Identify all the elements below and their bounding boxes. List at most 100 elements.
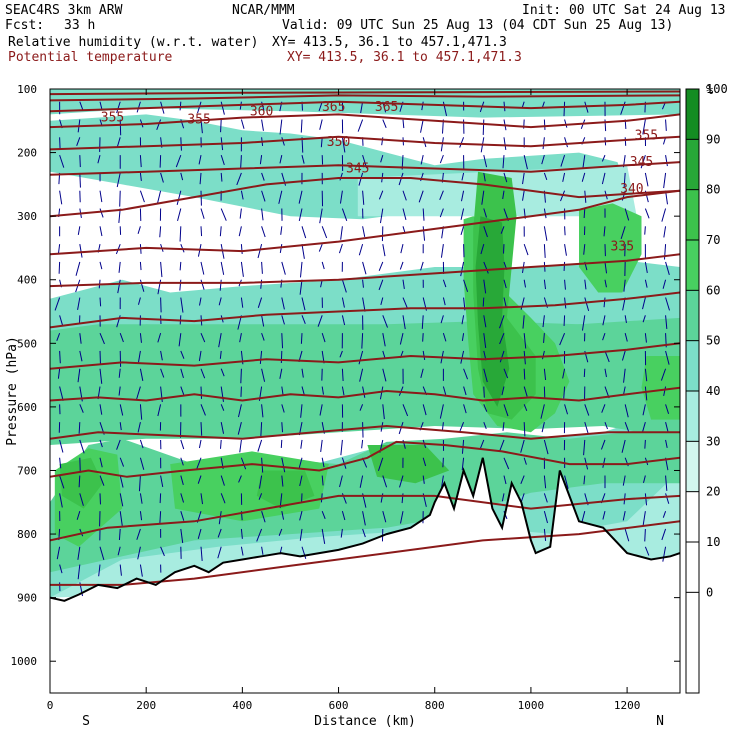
wind-arrow-713 [621,350,626,361]
wind-arrow-437 [379,386,384,400]
wind-arrow-722 [622,511,626,521]
wind-arrow-476 [422,208,425,221]
wind-arrow-383 [341,315,346,326]
wind-arrow-43 [77,368,81,383]
wind-arrow-211 [197,475,202,484]
wind-arrow-305 [281,297,285,310]
wind-arrow-14 [59,350,61,364]
terrain-line [50,457,680,602]
x-tick-label-1200: 1200 [614,699,641,712]
wind-arrow-275 [261,226,266,238]
wind-arrow-158 [160,475,164,488]
wind-arrow-572 [503,368,509,379]
wind-arrow-171 [179,226,182,242]
wind-arrow-212 [200,493,204,505]
center-name: NCAR/MMM [232,3,295,18]
wind-arrow-601 [523,457,527,465]
rh-region-6 [256,470,315,509]
wind-arrow-447 [402,119,405,129]
wind-arrow-274 [261,208,264,221]
wind-arrow-282 [259,350,263,364]
wind-arrow-253 [240,297,244,308]
wind-arrow-209 [198,439,202,449]
wind-arrow-281 [261,332,265,341]
wind-arrow-359 [321,332,326,343]
wind-arrow-234 [220,422,225,434]
rh-region-17 [641,356,680,420]
wind-arrow-412 [362,386,366,398]
wind-arrow-674 [581,511,586,523]
wind-arrow-743 [644,439,646,449]
wind-arrow-42 [79,350,83,362]
wind-arrow-376 [339,190,343,204]
wind-arrow-444 [382,511,387,523]
wind-arrow-560 [502,155,505,169]
wind-arrow-141 [160,172,164,183]
wind-arrow-208 [200,422,203,436]
wind-arrow-390 [340,439,343,456]
wind-arrow-373 [341,137,346,153]
wind-arrow-591 [523,279,527,288]
wind-arrow-110 [136,101,141,113]
theta-contour-335 [50,189,680,256]
wind-arrow-71 [99,368,103,384]
colorbar-label-9: 90 [706,132,720,146]
wind-arrow-435 [382,350,386,359]
wind-arrow-511 [439,404,444,419]
wind-arrow-404 [358,243,364,256]
wind-arrow-142 [157,190,162,204]
wind-arrow-617 [543,333,545,344]
colorbar-swatch-1 [686,592,699,643]
wind-arrow-413 [359,404,364,411]
wind-arrow-742 [641,422,646,433]
wind-arrow-528 [461,315,465,325]
wind-arrow-186 [180,493,185,503]
wind-arrow-631 [564,137,568,148]
wind-arrow-231 [220,368,225,377]
wind-arrow-13 [56,332,61,341]
plot-frame [49,88,681,694]
wind-arrow-243 [240,119,245,129]
wind-arrow-686 [603,297,606,308]
wind-arrow-293 [261,546,264,555]
wind-arrow-646 [564,404,569,415]
colorbar-swatch-0 [686,642,699,693]
wind-arrow-640 [564,297,567,309]
wind-arrow-405 [362,261,367,275]
wind-arrow-257 [240,368,242,384]
wind-arrow-731 [644,226,646,235]
wind-arrow-75 [99,439,103,448]
wind-arrow-168 [180,172,184,181]
wind-arrow-765 [660,368,667,381]
wind-arrow-499 [439,190,444,201]
colorbar-label-4: 40 [706,384,720,398]
wind-arrow-229 [218,333,222,348]
wind-arrow-178 [180,350,185,359]
wind-arrow-717 [624,421,630,432]
wind-arrow-619 [543,368,547,381]
theta-label-0: 355 [101,111,124,126]
wind-arrow-291 [261,511,266,523]
wind-arrow-169 [176,190,182,206]
wind-arrow-262 [240,457,247,470]
wind-arrow-326 [298,208,303,222]
wind-arrow-470 [421,101,424,111]
wind-arrow-352 [319,208,323,224]
wind-arrow-532 [463,386,467,396]
wind-arrow-63 [99,226,103,237]
wind-arrow-432 [380,297,384,305]
wind-arrow-442 [382,475,388,488]
theta-label-8: 345 [630,155,653,170]
wind-arrow-266 [240,528,243,539]
wind-arrow-184 [180,457,184,466]
wind-arrow-16 [59,386,64,401]
wind-arrow-51 [76,511,81,520]
wind-arrow-306 [281,315,285,325]
wind-arrow-341 [299,475,303,487]
wind-arrow-259 [237,404,242,418]
wind-arrow-106 [119,511,123,526]
wind-arrow-693 [604,421,608,430]
wind-arrow-562 [502,190,505,200]
wind-arrow-217 [220,119,222,133]
wind-arrow-382 [341,297,345,308]
